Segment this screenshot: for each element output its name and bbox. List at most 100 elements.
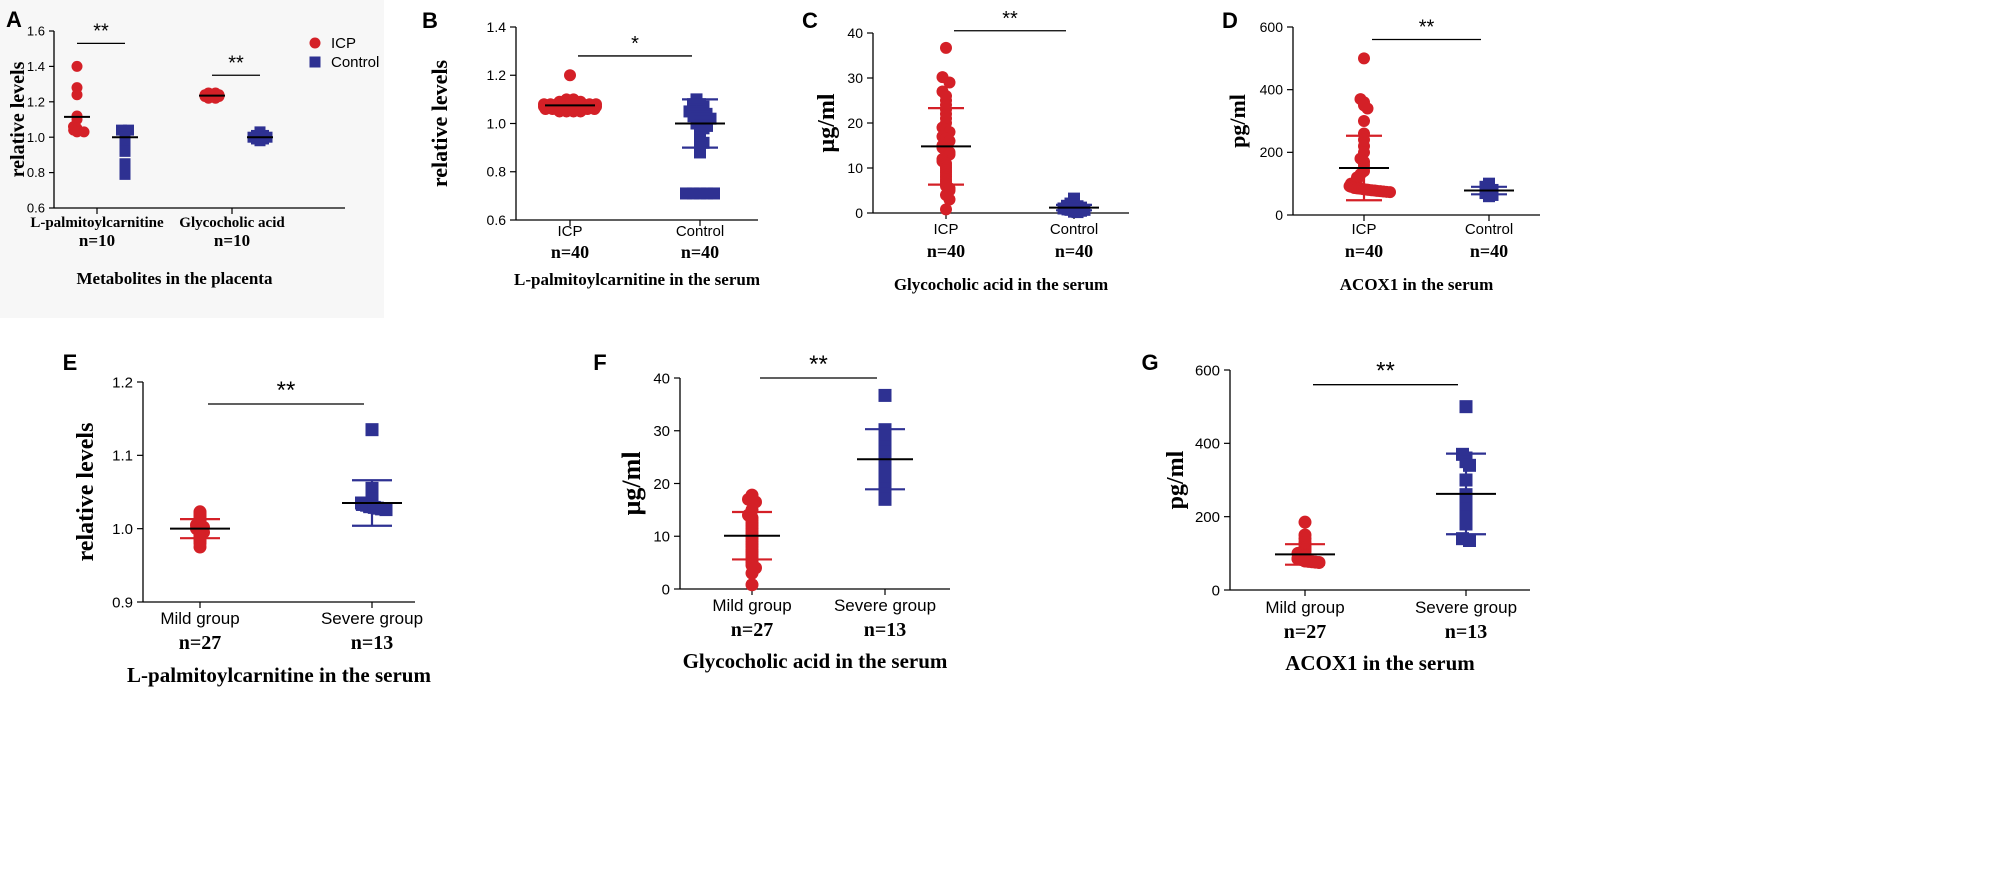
x-axis-label: ACOX1 in the serum: [1340, 275, 1493, 294]
y-tick-label: 30: [847, 70, 863, 86]
icp-data-point: [940, 41, 952, 54]
x-axis-label: Glycocholic acid in the serum: [894, 275, 1108, 294]
y-tick-label: 0: [662, 581, 670, 598]
control-data-point: [1459, 517, 1473, 531]
x-group-n-label: n=13: [1445, 621, 1488, 643]
panel-letter: B: [422, 8, 438, 33]
significance-stars: *: [631, 33, 639, 55]
x-group-n-label: n=27: [179, 632, 222, 654]
y-tick-label: 1.2: [112, 374, 133, 391]
control-data-point: [1459, 473, 1473, 487]
legend-icp-label: ICP: [331, 35, 356, 52]
y-axis-label: µg/ml: [617, 451, 646, 515]
icp-data-point: [1298, 515, 1312, 529]
x-category-label: Control: [676, 223, 724, 240]
x-category-label: ICP: [1351, 221, 1376, 238]
x-group-n-label: n=40: [1055, 241, 1093, 261]
y-axis-label: pg/ml: [1163, 450, 1189, 509]
x-group-n-label: n=40: [1470, 241, 1508, 261]
x-category-label: Severe group: [1415, 598, 1517, 617]
x-group-n-label: n=40: [551, 242, 589, 262]
y-tick-label: 1.2: [27, 94, 45, 109]
icp-data-point: [1358, 115, 1370, 127]
y-axis-label: relative levels: [7, 61, 29, 177]
x-group-n-label: n=27: [1284, 621, 1327, 643]
control-data-point: [878, 471, 892, 485]
x-category-label: Control: [1465, 221, 1513, 238]
x-category-label: Severe group: [834, 596, 936, 615]
y-tick-label: 0.8: [487, 164, 507, 180]
control-data-point: [119, 145, 131, 157]
control-data-point: [708, 187, 720, 200]
icp-data-point: [745, 578, 759, 592]
y-tick-label: 1.2: [487, 67, 507, 83]
panel-letter: C: [802, 8, 818, 33]
x-category-label: Control: [1050, 221, 1098, 238]
icp-data-point: [78, 126, 90, 138]
control-data-point: [119, 168, 131, 180]
y-tick-label: 0.9: [112, 594, 133, 611]
panel-letter: A: [6, 7, 22, 32]
y-tick-label: 1.1: [112, 448, 133, 465]
control-data-point: [1071, 206, 1084, 219]
y-axis-label: µg/ml: [814, 93, 840, 152]
panel-letter: G: [1141, 350, 1158, 375]
icp-data-point: [193, 540, 207, 554]
panel-letter: D: [1222, 8, 1238, 33]
y-tick-label: 0.8: [27, 165, 45, 180]
x-category-label: ICP: [557, 223, 582, 240]
control-data-point: [878, 388, 892, 402]
icp-data-point: [940, 203, 952, 216]
icp-data-point: [745, 566, 759, 580]
y-axis-label: relative levels: [427, 59, 452, 187]
y-tick-label: 0: [1212, 582, 1220, 599]
icp-data-point: [1384, 186, 1396, 199]
control-data-point: [119, 135, 131, 147]
control-data-point: [1459, 400, 1473, 414]
panel-a-background: [0, 0, 384, 318]
icp-data-point: [1358, 52, 1370, 65]
y-tick-label: 200: [1195, 509, 1220, 526]
x-category-label: ICP: [933, 221, 958, 238]
y-tick-label: 1.4: [27, 59, 45, 74]
icp-data-point: [71, 60, 83, 72]
legend-control-marker: [309, 56, 321, 68]
x-category-label: L-palmitoylcarnitine: [30, 215, 164, 231]
icp-data-point: [564, 69, 576, 82]
icp-data-point: [1312, 556, 1326, 569]
control-data-point: [878, 429, 892, 443]
x-category-label: Glycocholic acid: [179, 215, 285, 231]
y-axis-label: pg/ml: [1225, 94, 1250, 148]
y-tick-label: 0: [855, 205, 863, 221]
x-group-n-label: n=13: [351, 632, 394, 654]
significance-stars: **: [1419, 17, 1435, 39]
x-category-label: Severe group: [321, 609, 423, 628]
x-category-label: Mild group: [712, 596, 791, 615]
control-data-point: [254, 135, 266, 147]
icp-data-point: [943, 193, 956, 206]
icp-data-point: [943, 76, 956, 89]
y-tick-label: 400: [1260, 82, 1284, 98]
x-axis-label: L-palmitoylcarnitine in the serum: [514, 270, 760, 289]
significance-stars: **: [1002, 8, 1018, 30]
legend-control-label: Control: [331, 54, 379, 71]
x-group-n-label: n=40: [681, 242, 719, 262]
x-group-n-label: n=13: [864, 619, 907, 641]
y-tick-label: 10: [653, 529, 670, 546]
x-axis-label: Metabolites in the placenta: [77, 269, 273, 288]
icp-data-point: [574, 105, 587, 118]
panel-letter: E: [63, 350, 78, 375]
significance-stars: **: [1376, 358, 1395, 385]
y-tick-label: 0.6: [487, 212, 507, 228]
x-axis-label: L-palmitoylcarnitine in the serum: [127, 663, 431, 687]
y-tick-label: 600: [1260, 19, 1284, 35]
legend-icp-marker: [309, 37, 321, 49]
x-group-n-label: n=40: [1345, 241, 1383, 261]
x-category-label: Mild group: [1265, 598, 1344, 617]
x-axis-label: Glycocholic acid in the serum: [683, 649, 948, 673]
y-tick-label: 200: [1260, 144, 1284, 160]
x-group-n-label: n=27: [731, 619, 774, 641]
control-data-point: [694, 146, 706, 159]
x-group-n-label: n=40: [927, 241, 965, 261]
